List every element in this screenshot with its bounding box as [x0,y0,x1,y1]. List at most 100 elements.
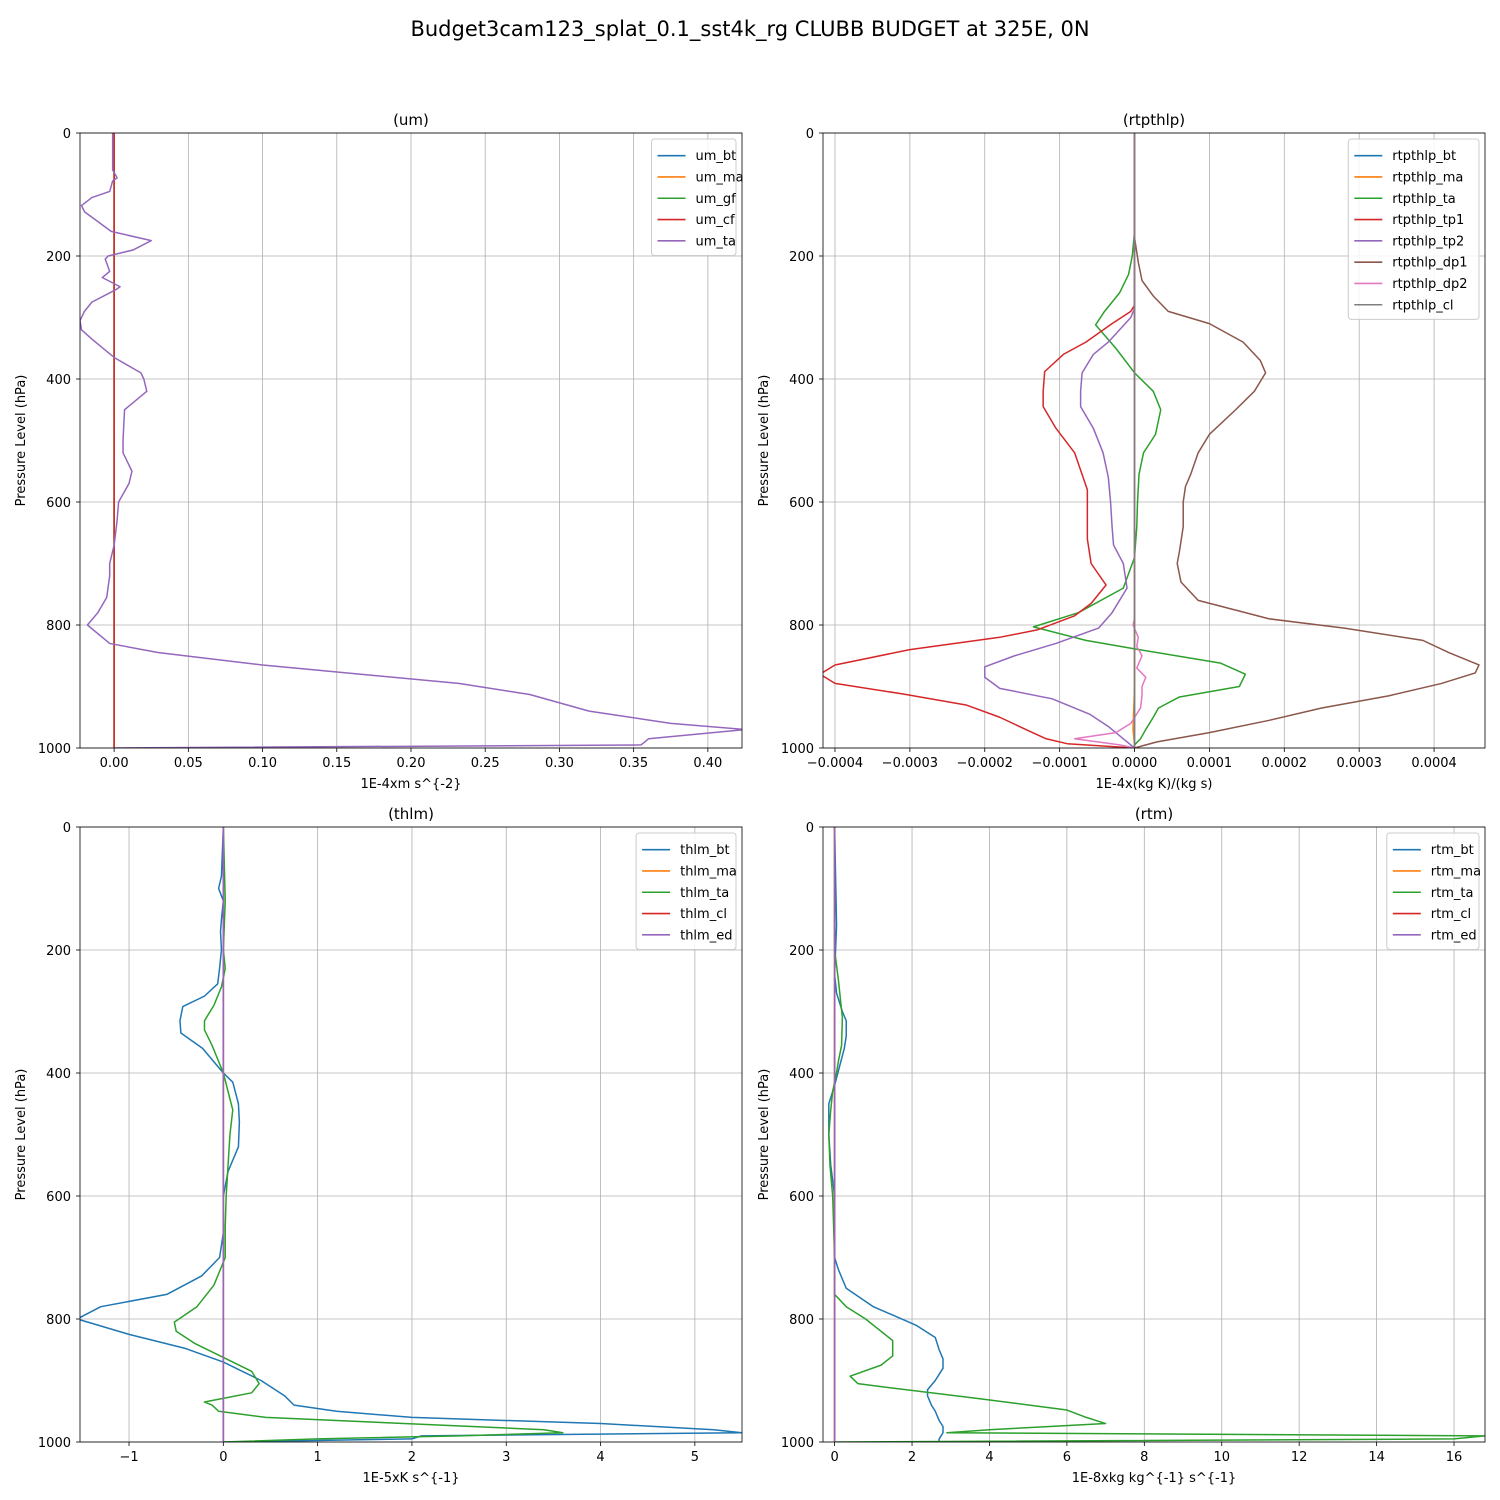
legend-box [635,832,737,950]
legend-box [651,138,737,256]
y-tick-label: 800 [789,619,814,634]
y-axis-label: Pressure Level (hPa) [757,1069,772,1201]
legend-label: rtpthlp_ta [1392,192,1455,207]
x-tick-label: 0.0002 [1262,756,1308,771]
x-tick-label: 0.40 [693,756,722,771]
legend-label: rtm_cl [1431,907,1471,922]
plot-frame [822,826,1486,1443]
series-line-um_ta [80,133,742,748]
x-tick-label: 2 [408,1450,416,1465]
y-tick-label: 400 [46,1067,71,1082]
legend-label: um_ma [696,170,744,185]
legend-label: rtpthlp_ma [1392,170,1463,185]
y-tick-label: 200 [789,944,814,959]
x-tick-label: 3 [502,1450,510,1465]
figure-suptitle: Budget3cam123_splat_0.1_sst4k_rg CLUBB B… [410,17,1089,42]
x-tick-label: 0 [219,1450,227,1465]
x-tick-label: 0.15 [322,756,351,771]
x-tick-label: 8 [1140,1450,1148,1465]
x-tick-label: −1 [119,1450,138,1465]
series-line-thlm_ta [173,827,564,1442]
x-tick-label: 0.05 [174,756,203,771]
x-tick-label: 6 [1063,1450,1071,1465]
legend-label: thlm_ta [680,886,729,901]
x-tick-label: 0.0001 [1187,756,1233,771]
y-tick-label: 400 [789,373,814,388]
legend: thlm_bt thlm_ma thlm_ta thlm_cl thlm_ed [635,832,737,950]
y-tick-label: 0 [63,821,71,836]
panel-title: (rtpthlp) [1123,111,1185,129]
x-tick-label: −0.0004 [807,756,863,771]
x-tick-label: 0.0004 [1411,756,1457,771]
series-group [828,827,1485,1442]
y-tick-label: 800 [789,1313,814,1328]
y-tick-label: 1000 [781,742,814,757]
legend: um_bt um_ma um_gf um_cf um_ta [651,138,744,256]
legend-label: um_gf [696,192,737,207]
x-tick-label: 12 [1291,1450,1308,1465]
y-tick-label: 800 [46,619,71,634]
legend-label: rtm_ma [1431,864,1481,879]
x-tick-label: 5 [691,1450,699,1465]
y-tick-label: 600 [789,496,814,511]
legend-label: rtpthlp_dp2 [1392,277,1467,292]
y-tick-label: 600 [789,1190,814,1205]
plot-frame [79,132,743,749]
x-tick-label: 0.00 [100,756,129,771]
series-line-rtpthlp_tp2 [984,133,1136,748]
x-axis-label: 1E-8xkg kg^{-1} s^{-1} [1072,1471,1237,1486]
legend-label: rtpthlp_bt [1392,149,1456,164]
x-axis-label: 1E-5xK s^{-1} [363,1471,460,1486]
x-tick-label: 0.20 [397,756,426,771]
legend-label: thlm_cl [680,907,727,922]
legend-label: rtpthlp_dp1 [1392,256,1467,271]
y-tick-label: 600 [46,496,71,511]
x-tick-label: 0.30 [545,756,574,771]
y-tick-label: 600 [46,1190,71,1205]
panel-title: (thlm) [388,805,434,823]
y-tick-label: 400 [789,1067,814,1082]
x-tick-label: −0.0001 [1031,756,1087,771]
x-tick-label: 0.35 [619,756,648,771]
panel-title: (um) [393,111,429,129]
legend-label: rtpthlp_tp1 [1392,213,1464,228]
x-tick-label: 16 [1446,1450,1463,1465]
panel-title: (rtm) [1135,805,1173,823]
x-tick-label: 4 [985,1450,993,1465]
x-tick-label: −0.0002 [957,756,1013,771]
series-group [80,827,742,1442]
legend-box [1347,138,1480,320]
subplot-grid: 0.00 0.05 0.10 0.15 0.20 0.25 0.30 0.35 0.400200… [14,111,1486,1486]
x-tick-label: 14 [1368,1450,1385,1465]
y-axis-label: Pressure Level (hPa) [14,1069,29,1201]
series-line-rtpthlp_dp2 [1073,133,1147,748]
x-tick-label: 1 [314,1450,322,1465]
y-axis-label: Pressure Level (hPa) [14,375,29,507]
legend-label: rtm_ta [1431,886,1474,901]
x-tick-label: 0.10 [248,756,277,771]
series-line-rtpthlp_dp1 [1133,133,1480,748]
legend-label: rtpthlp_tp2 [1392,234,1464,249]
y-tick-label: 0 [63,127,71,142]
legend-label: um_cf [696,213,736,228]
y-tick-label: 0 [806,821,814,836]
series-group [823,133,1480,748]
legend: rtm_bt rtm_ma rtm_ta rtm_cl rtm_ed [1386,832,1481,950]
legend-label: thlm_bt [680,843,729,858]
legend-label: rtm_ed [1431,928,1477,943]
x-tick-label: 0.25 [471,756,500,771]
y-tick-label: 0 [806,127,814,142]
series-group [80,133,742,748]
panel-thlm: −1 0 1 2 3 4 5 0 200 400 600 800 1000 (thlm) 1E-5xK s^… [14,805,743,1486]
x-tick-label: 10 [1213,1450,1230,1465]
legend-label: thlm_ma [680,864,737,879]
plot-area [823,827,1485,1442]
x-axis-label: 1E-4x(kg K)/(kg s) [1096,777,1213,792]
panel-um: 0.00 0.05 0.10 0.15 0.20 0.25 0.30 0.35 0.40 0 200… [14,111,744,792]
series-line-rtpthlp_tp1 [823,133,1136,748]
panel-rtm: 0 2 4 6 8 10 12 14 16 0 200 400 600 800 1000 (rtm) 1E-8x… [757,805,1486,1486]
y-tick-label: 200 [46,250,71,265]
legend-label: um_ta [696,234,736,249]
y-tick-label: 1000 [781,1436,814,1451]
